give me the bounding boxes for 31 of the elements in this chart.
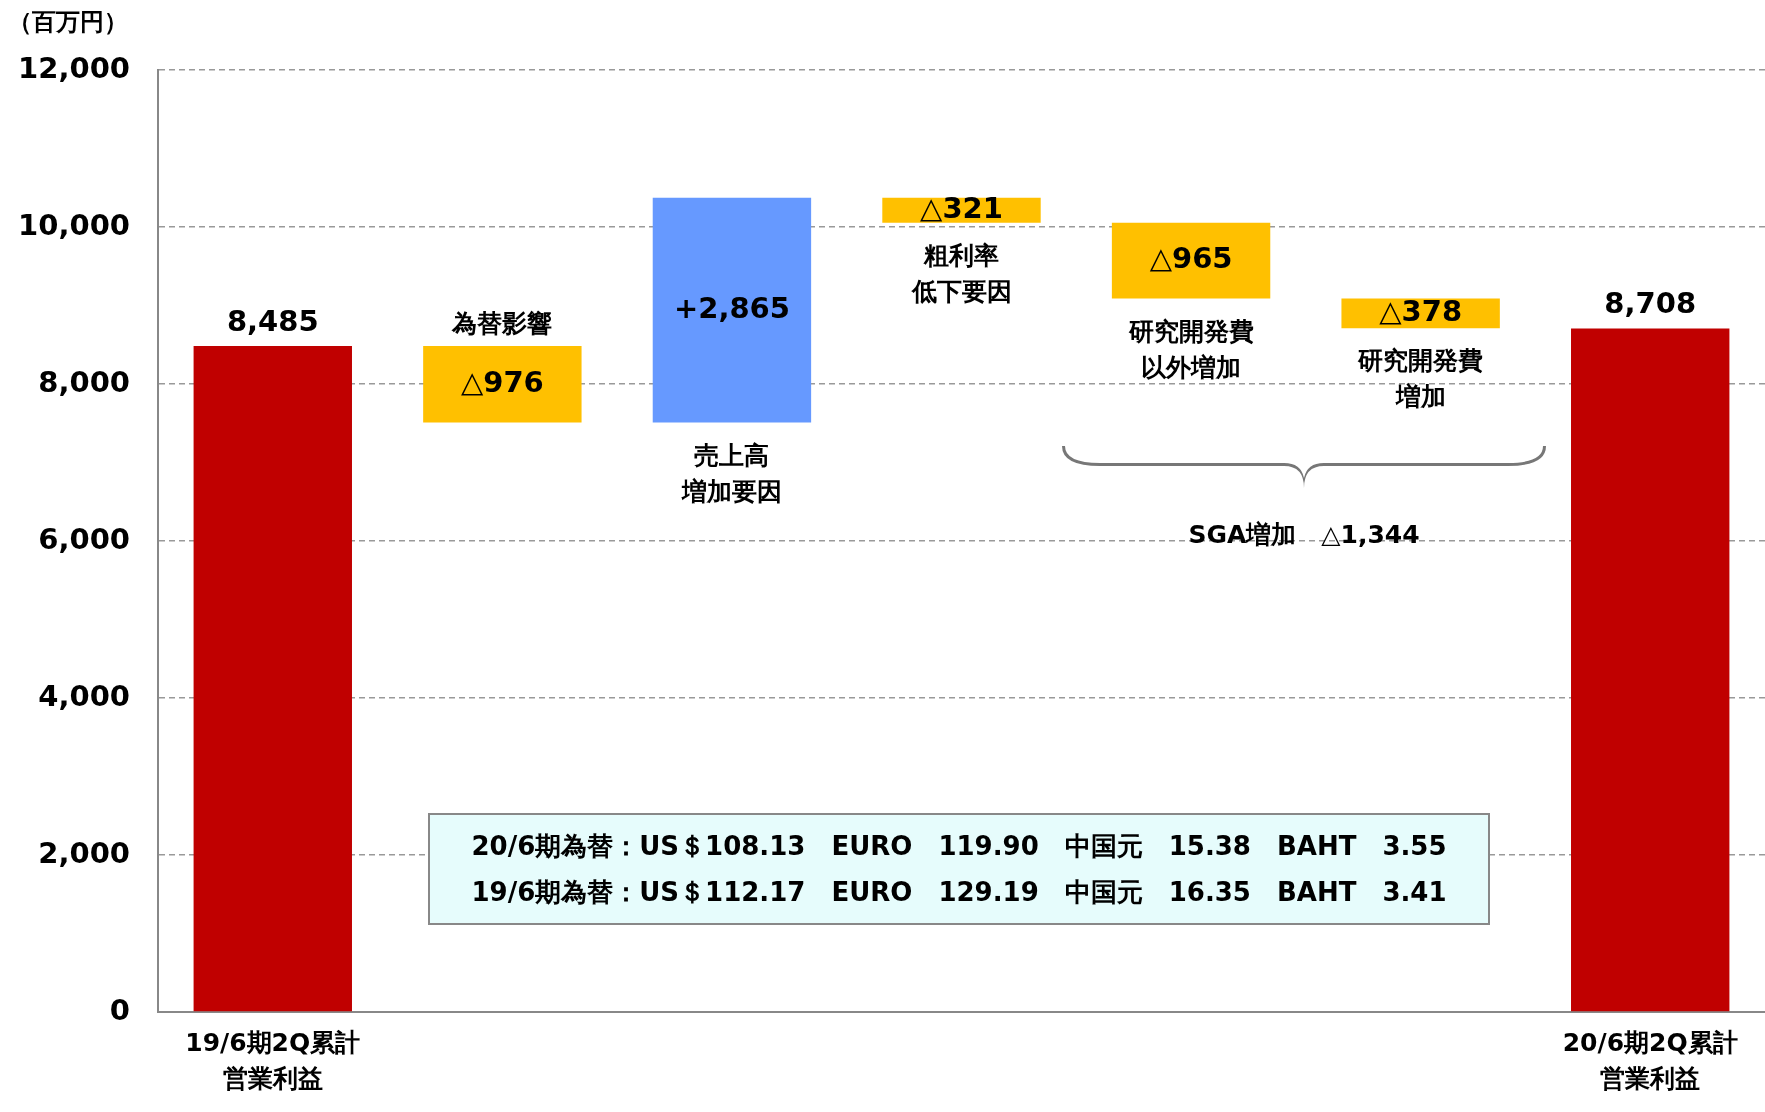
data-label: △976: [460, 364, 544, 399]
bar: [652, 197, 812, 423]
data-label: △321: [920, 190, 1003, 225]
annotation: SGA増加 △1,344: [1187, 519, 1421, 551]
bar: [193, 345, 352, 1012]
x-tick-label: 粗利率低下要因: [910, 240, 1012, 306]
data-label: △378: [1379, 293, 1463, 328]
data-label: 8,485: [226, 303, 319, 338]
data-label: 8,708: [1604, 286, 1697, 321]
bar: [1571, 328, 1730, 1012]
x-tick-label: 為替影響: [451, 308, 553, 338]
annotation: 19/6期為替：US＄112.17 EURO 129.19 中国元 16.35 BAHT 3.41: [471, 876, 1447, 909]
y-axis-title: （百万円）: [8, 8, 128, 37]
note-box: 20/6期為替：US＄108.13 EURO 119.90 中国元 15.38 BAHT 3.55 19/6期為替：US＄112.17 EURO 129.19 中国元 16.35 BAHT 3.41: [428, 813, 1490, 925]
bar: [423, 345, 582, 423]
x-tick-label: 研究開発費以外増加: [1127, 316, 1254, 382]
x-tick-label: 20/6期2Q累計営業利益: [1562, 1028, 1738, 1093]
x-tick-label: 19/6期2Q累計営業利益: [185, 1028, 361, 1093]
annotation: 20/6期為替：US＄108.13 EURO 119.90 中国元 15.38 BAHT 3.55: [471, 830, 1447, 863]
y-tick-label: 0: [109, 992, 130, 1027]
y-tick-label: 6,000: [38, 521, 130, 556]
y-tick-label: 12,000: [18, 50, 130, 85]
y-tick-label: 10,000: [18, 207, 130, 242]
x-tick-label: 研究開発費増加: [1357, 346, 1484, 412]
bar: [1111, 222, 1271, 299]
data-label: +2,865: [673, 290, 790, 325]
y-tick-label: 8,000: [38, 364, 130, 399]
y-tick-label: 4,000: [38, 678, 130, 713]
data-label: △965: [1149, 241, 1233, 276]
x-tick-label: 売上高増加要因: [680, 440, 782, 506]
y-tick-label: 2,000: [38, 835, 130, 870]
